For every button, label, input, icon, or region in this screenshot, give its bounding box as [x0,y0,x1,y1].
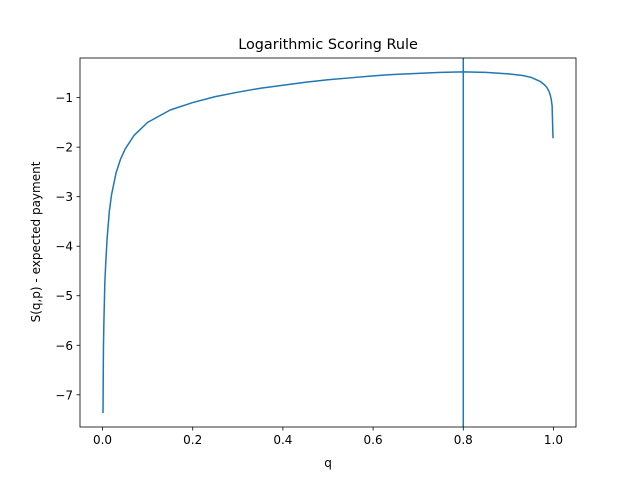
y-tick-label: −6 [55,339,73,353]
y-tick-label: −2 [55,141,73,155]
x-tick-label: 0.8 [454,433,473,447]
y-axis-label: S(q,p) - expected payment [29,161,43,322]
y-tick-label: −3 [55,190,73,204]
x-tick-label: 0.2 [183,433,202,447]
x-axis-label: q [324,456,332,470]
y-tick-label: −7 [55,388,73,402]
x-tick-label: 0.6 [364,433,383,447]
y-tick-label: −4 [55,240,73,254]
chart-title: Logarithmic Scoring Rule [238,37,418,53]
x-tick-label: 1.0 [544,433,563,447]
series-line-0 [102,71,554,414]
y-tick-label: −5 [55,289,73,303]
plot-area: 0.0 0.2 0.4 0.6 0.8 1.0 −1 −2 −3 −4 −5 −6 −7 [55,57,577,447]
axes-frame [79,57,577,428]
x-tick-label: 0.0 [93,433,112,447]
y-tick-label: −1 [55,91,73,105]
x-tick-label: 0.4 [273,433,292,447]
